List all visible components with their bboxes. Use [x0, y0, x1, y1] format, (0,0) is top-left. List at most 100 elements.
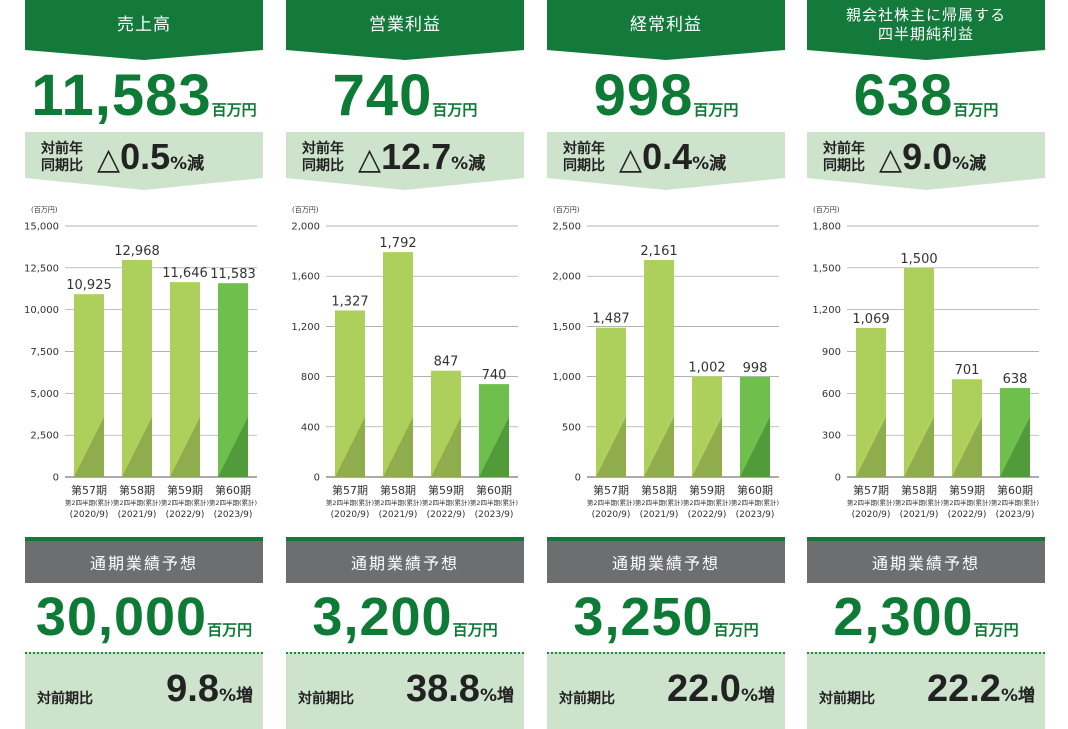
x-category-label: 第57期: [593, 483, 629, 497]
forecast-title: 通期業績予想: [547, 537, 785, 583]
panel-title: 経常利益: [547, 0, 785, 50]
forecast-yoy-label: 対前期比: [819, 691, 875, 707]
panel-title-text: 営業利益: [369, 15, 441, 35]
headline-number: 11,583: [31, 63, 212, 128]
axis-unit-label: (百万円): [292, 206, 319, 214]
bar-value-label: 1,327: [331, 294, 368, 309]
y-tick-label: 2,500: [552, 222, 581, 233]
forecast-yoy-value: 38.8%増: [405, 668, 514, 710]
yoy-box-bg: [286, 132, 524, 190]
yoy-label: 対前年 同期比: [302, 141, 344, 174]
x-category-label: 第59期: [428, 483, 464, 497]
bar-shade: [122, 417, 152, 477]
bar-shade: [1000, 417, 1030, 477]
bar-chart-svg: (百万円)03006009001,2001,5001,8001,069第57期第…: [812, 206, 1039, 520]
y-tick-label: 1,200: [291, 322, 320, 333]
x-category-label: 第60期: [737, 483, 773, 497]
x-category-label: 第59期: [949, 483, 985, 497]
header-arrow: [286, 50, 524, 60]
bar-value-label: 1,069: [852, 312, 889, 327]
x-category-label: 第57期: [332, 483, 368, 497]
x-category-label: 第60期: [997, 483, 1033, 497]
yoy-value: △12.7%減: [358, 136, 486, 177]
y-tick-label: 1,600: [291, 272, 320, 283]
bar-shade: [644, 417, 674, 477]
bar-shade: [952, 417, 982, 477]
bar-shade: [692, 417, 722, 477]
x-category-label: 第57期: [71, 483, 107, 497]
forecast-number: 3,250: [573, 587, 714, 647]
forecast-yoy-box: 対前期比 38.8%増: [286, 652, 524, 729]
bar-value-label: 847: [434, 355, 459, 370]
x-category-year: (2023/9): [996, 510, 1035, 520]
x-category-sub: 第2四半期(累計): [683, 498, 731, 507]
forecast-value: 2,300百万円: [807, 585, 1045, 649]
bar-chart-svg: (百万円) 0 2,500 5,000 7,500 10,000 12,500 15,000 1…: [24, 206, 257, 520]
headline-value: 638百万円: [807, 60, 1045, 132]
x-category-sub: 第2四半期(累計): [635, 498, 683, 507]
y-tick-label: 600: [822, 389, 841, 400]
x-category-sub: 第2四半期(累計): [470, 498, 518, 507]
y-tick-label: 10,000: [25, 305, 59, 316]
forecast-number: 2,300: [833, 587, 974, 647]
forecast-yoy-label: 対前期比: [559, 691, 615, 707]
bar-shade: [335, 417, 365, 477]
forecast-unit: 百万円: [452, 621, 498, 639]
panel-title: 営業利益: [286, 0, 524, 50]
y-tick-label: 1,500: [552, 322, 581, 333]
panel-title-line2: 四半期純利益: [877, 25, 974, 43]
x-category-year: (2020/9): [852, 510, 891, 520]
x-category-year: (2023/9): [214, 510, 253, 520]
headline-unit: 百万円: [432, 101, 478, 119]
headline-number: 998: [593, 63, 694, 128]
y-tick-label: 0: [53, 473, 59, 484]
forecast-yoy-box: 対前期比 22.2%増: [807, 652, 1045, 729]
bar-shade: [170, 417, 200, 477]
bar-shade: [904, 417, 934, 477]
bar-value-label: 12,968: [114, 244, 160, 259]
forecast-number: 3,200: [312, 587, 453, 647]
yoy-label: 対前年 同期比: [563, 141, 605, 174]
headline-number: 638: [853, 63, 954, 128]
x-category-year: (2023/9): [475, 510, 514, 520]
yoy-box-bg: [547, 132, 785, 190]
x-category-sub: 第2四半期(累計): [374, 498, 422, 507]
bar-shade: [596, 417, 626, 477]
axis-unit-label: (百万円): [813, 206, 840, 214]
x-category-label: 第59期: [689, 483, 725, 497]
y-tick-label: 7,500: [30, 347, 59, 358]
bar-value-label: 11,583: [210, 267, 256, 282]
bar-shade: [74, 417, 104, 477]
y-tick-label: 1,800: [812, 222, 841, 233]
forecast-yoy-label: 対前期比: [298, 691, 354, 707]
x-category-sub: 第2四半期(累計): [209, 498, 257, 507]
bar-shade: [856, 417, 886, 477]
y-tick-label: 500: [562, 422, 581, 433]
x-category-label: 第58期: [641, 483, 677, 497]
bar-value-label: 11,646: [162, 266, 208, 281]
y-tick-label: 300: [822, 431, 841, 442]
x-category-label: 第60期: [476, 483, 512, 497]
x-category-label: 第60期: [215, 483, 251, 497]
y-tick-label: 2,000: [291, 222, 320, 233]
yoy-label: 対前年 同期比: [41, 141, 83, 174]
x-category-sub: 第2四半期(累計): [895, 498, 943, 507]
y-tick-label: 2,500: [30, 431, 59, 442]
yoy-value: △9.0%減: [879, 136, 987, 177]
x-category-sub: 第2四半期(累計): [422, 498, 470, 507]
forecast-unit: 百万円: [713, 621, 759, 639]
yoy-box: 対前年 同期比 △0.4%減: [547, 132, 785, 190]
y-tick-label: 2,000: [552, 272, 581, 283]
y-tick-label: 5,000: [30, 389, 59, 400]
x-category-sub: 第2四半期(累計): [161, 498, 209, 507]
bar-chart-svg: (百万円) 0 500 1,000 1,500 2,000 2,500 1,487 第57期第2…: [552, 206, 779, 520]
bar-shade: [479, 417, 509, 477]
bar-chart: (百万円) 0 300 600 900 1,200 1,500 1,800 1,069 第57期第…: [807, 200, 1045, 529]
forecast-yoy-box: 対前期比 22.0%増: [547, 652, 785, 729]
x-category-year: (2022/9): [427, 510, 466, 520]
y-tick-label: 1,200: [812, 305, 841, 316]
headline-value: 740百万円: [286, 60, 524, 132]
bar-chart-svg: (百万円) 0 400 800 1,200 1,600 2,000 1,327 第57期第2四半…: [291, 206, 518, 520]
forecast-yoy-value: 9.8%増: [166, 668, 253, 710]
forecast-value: 30,000百万円: [25, 585, 263, 649]
